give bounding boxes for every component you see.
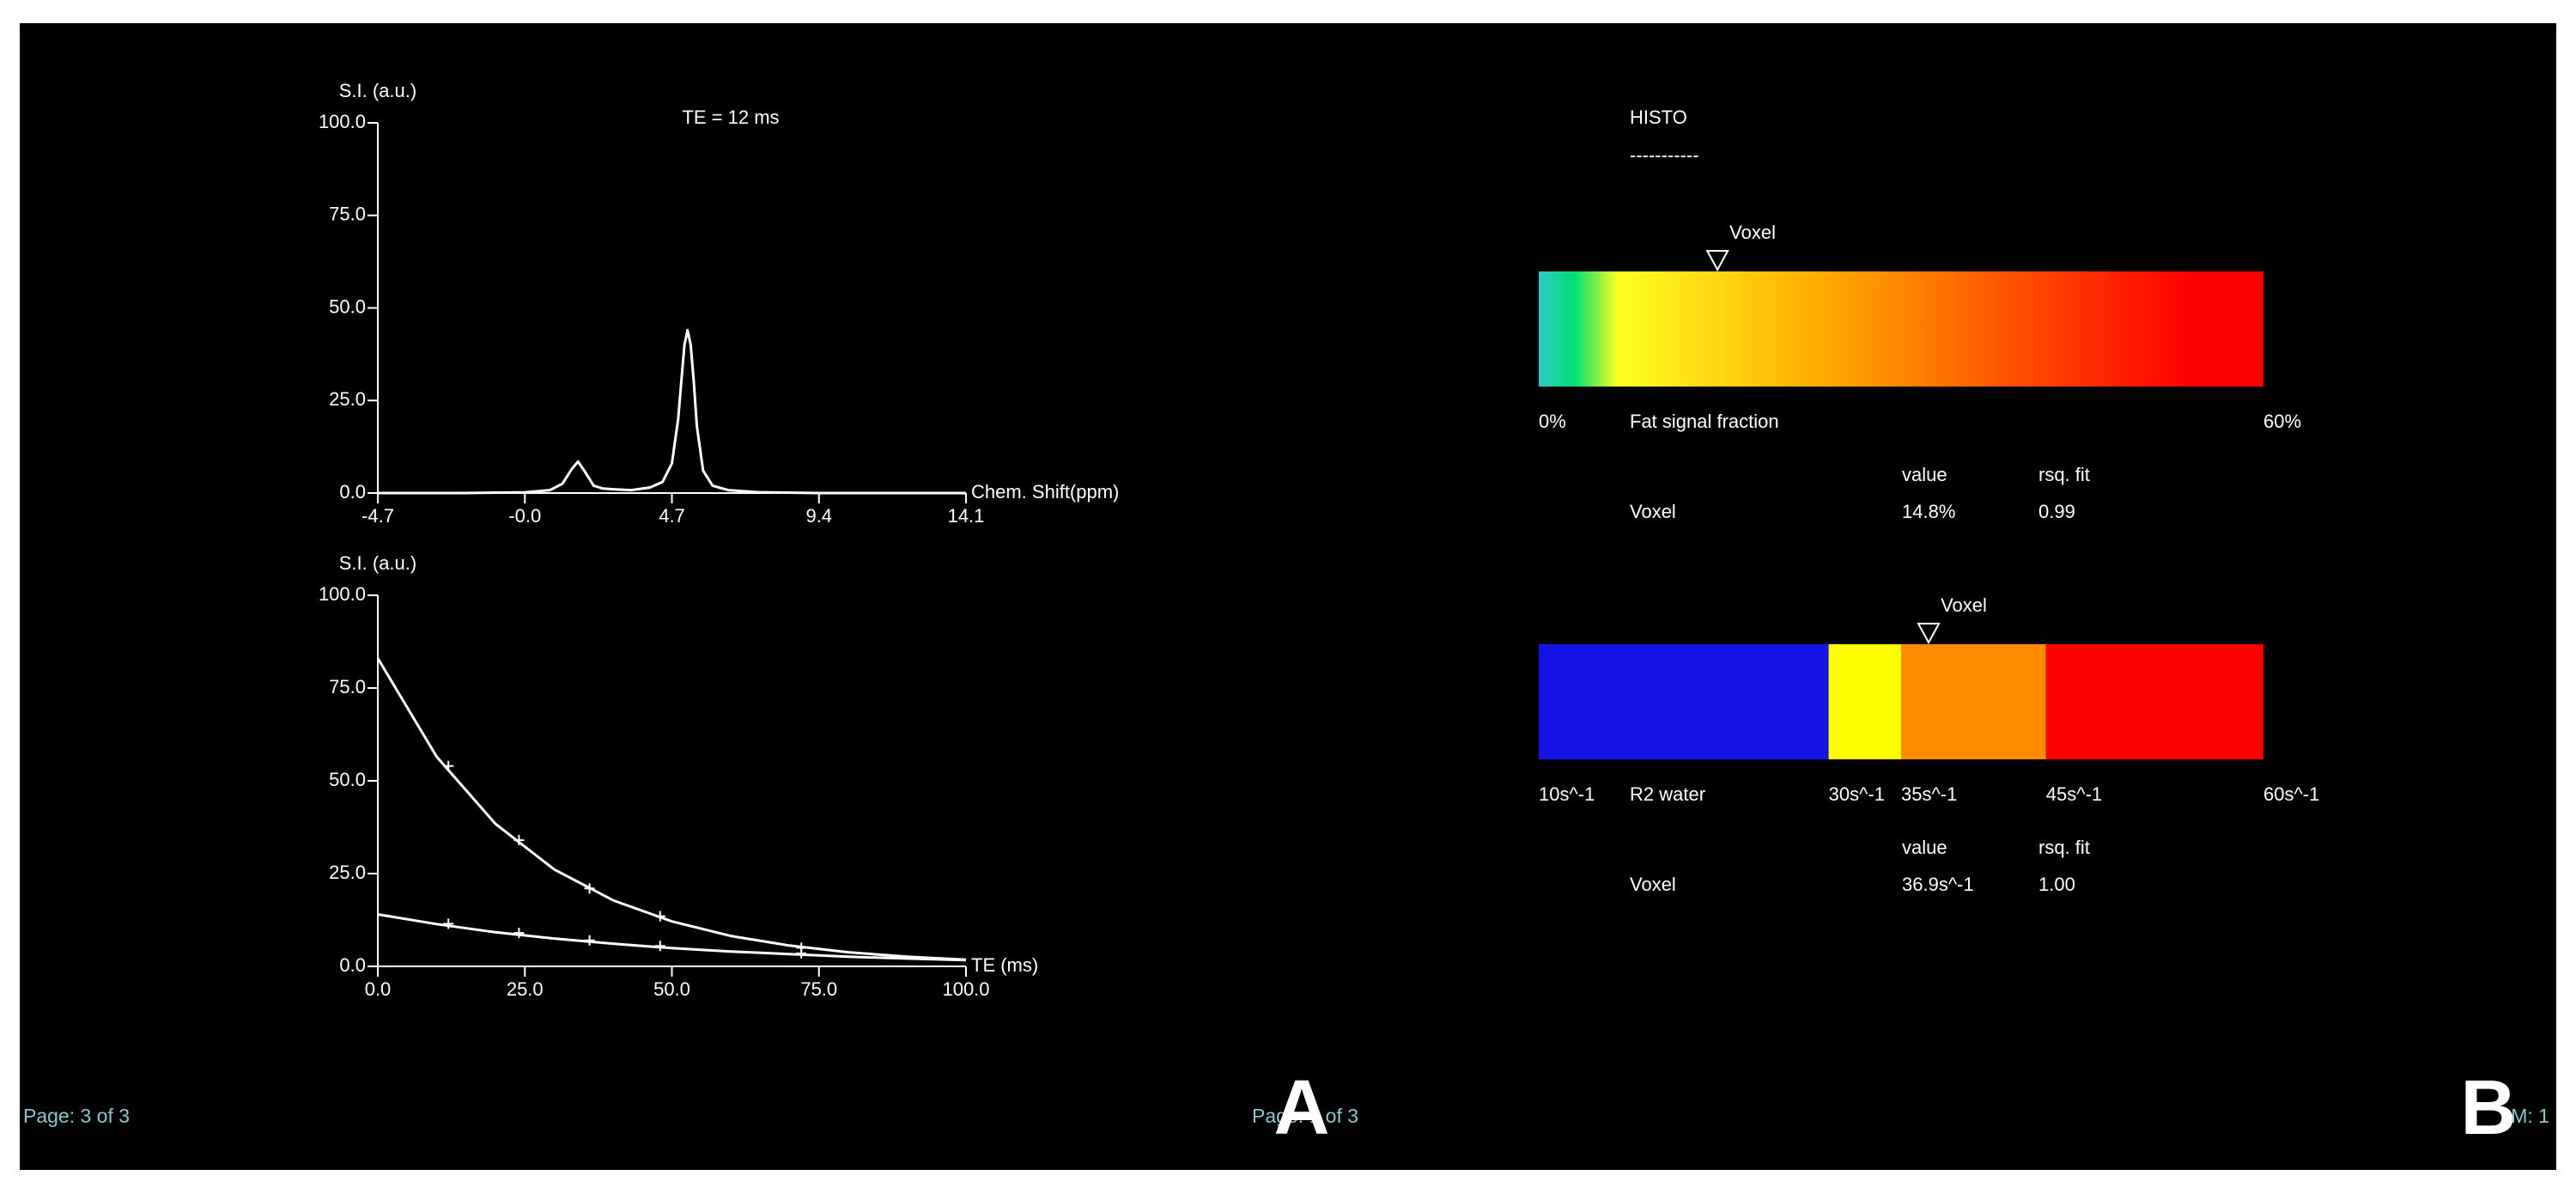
y-tick-label: 0.0 — [339, 481, 366, 503]
table-header: value — [1902, 837, 1947, 858]
y-tick-label: 50.0 — [329, 769, 366, 790]
scale-label: 35s^-1 — [1901, 783, 1957, 805]
page-indicator: Page: 1 of 3 — [1252, 1105, 1358, 1127]
color-segment — [2045, 644, 2263, 759]
viewer-background — [20, 23, 2556, 1170]
table-header: rsq. fit — [2038, 837, 2090, 858]
table-header: rsq. fit — [2038, 464, 2090, 485]
x-tick-label: 25.0 — [507, 978, 544, 1000]
color-scale — [1539, 271, 2263, 387]
x-tick-label: 4.7 — [659, 505, 685, 527]
y-tick-label: 0.0 — [339, 954, 366, 976]
color-segment — [1539, 644, 1829, 759]
y-axis-label: S.I. (a.u.) — [339, 552, 416, 574]
scale-title: Fat signal fraction — [1630, 411, 1779, 432]
data-point — [513, 928, 525, 939]
table-value: 14.8% — [1902, 501, 1955, 522]
x-tick-label: 14.1 — [948, 505, 985, 527]
table-fit: 0.99 — [2038, 501, 2075, 522]
marker-label: Voxel — [1729, 222, 1776, 243]
voxel-marker — [1705, 250, 1729, 272]
x-tick-label: -0.0 — [508, 505, 541, 527]
data-point — [513, 835, 525, 846]
color-segment — [1901, 644, 2046, 759]
data-point — [796, 947, 807, 959]
panel-label: B — [2461, 1065, 2517, 1151]
table-row-label: Voxel — [1630, 874, 1676, 895]
table-fit: 1.00 — [2038, 874, 2075, 895]
scale-label: 30s^-1 — [1829, 783, 1885, 805]
data-point — [654, 941, 665, 952]
x-tick-label: 0.0 — [365, 978, 392, 1000]
fit-curve — [377, 913, 967, 962]
data-point — [443, 918, 454, 929]
y-tick-label: 50.0 — [329, 295, 366, 317]
y-tick-label: 25.0 — [329, 388, 366, 410]
fit-curve — [378, 328, 966, 495]
x-tick-label: 50.0 — [653, 978, 690, 1000]
color-segment — [1828, 644, 1901, 759]
x-tick-label: 75.0 — [800, 978, 837, 1000]
panel-label: A — [1274, 1065, 1330, 1151]
table-header: value — [1902, 464, 1947, 485]
x-tick-label: 100.0 — [942, 978, 989, 1000]
x-axis-label: TE (ms) — [971, 954, 1038, 976]
data-point — [584, 883, 595, 894]
table-value: 36.9s^-1 — [1902, 874, 1974, 895]
histo-underline: ----------- — [1630, 144, 1699, 166]
data-point — [443, 760, 454, 771]
y-tick-label: 25.0 — [329, 862, 366, 883]
x-axis-label: Chem. Shift(ppm) — [971, 481, 1119, 503]
scale-label: 10s^-1 — [1539, 783, 1595, 805]
scale-label: 0% — [1539, 411, 1566, 432]
data-point — [654, 911, 665, 922]
table-row-label: Voxel — [1630, 501, 1676, 522]
fit-curve — [376, 657, 967, 961]
x-tick-label: 9.4 — [805, 505, 832, 527]
scale-label: 60s^-1 — [2263, 783, 2319, 805]
scale-label: 60% — [2263, 411, 2301, 432]
y-tick-label: 75.0 — [329, 676, 366, 697]
y-axis-label: S.I. (a.u.) — [339, 80, 416, 101]
marker-label: Voxel — [1941, 594, 1987, 616]
y-tick-label: 75.0 — [329, 204, 366, 225]
scale-title: R2 water — [1630, 783, 1705, 805]
chart-title: TE = 12 ms — [682, 107, 779, 128]
data-point — [584, 935, 595, 946]
voxel-marker — [1917, 623, 1941, 645]
y-tick-label: 100.0 — [319, 111, 366, 132]
histo-title: HISTO — [1630, 107, 1687, 128]
page-indicator: Page: 3 of 3 — [23, 1105, 130, 1127]
y-tick-label: 100.0 — [319, 583, 366, 605]
frame-indicator: M: 1 — [2511, 1105, 2549, 1127]
x-tick-label: -4.7 — [361, 505, 394, 527]
scale-label: 45s^-1 — [2046, 783, 2102, 805]
